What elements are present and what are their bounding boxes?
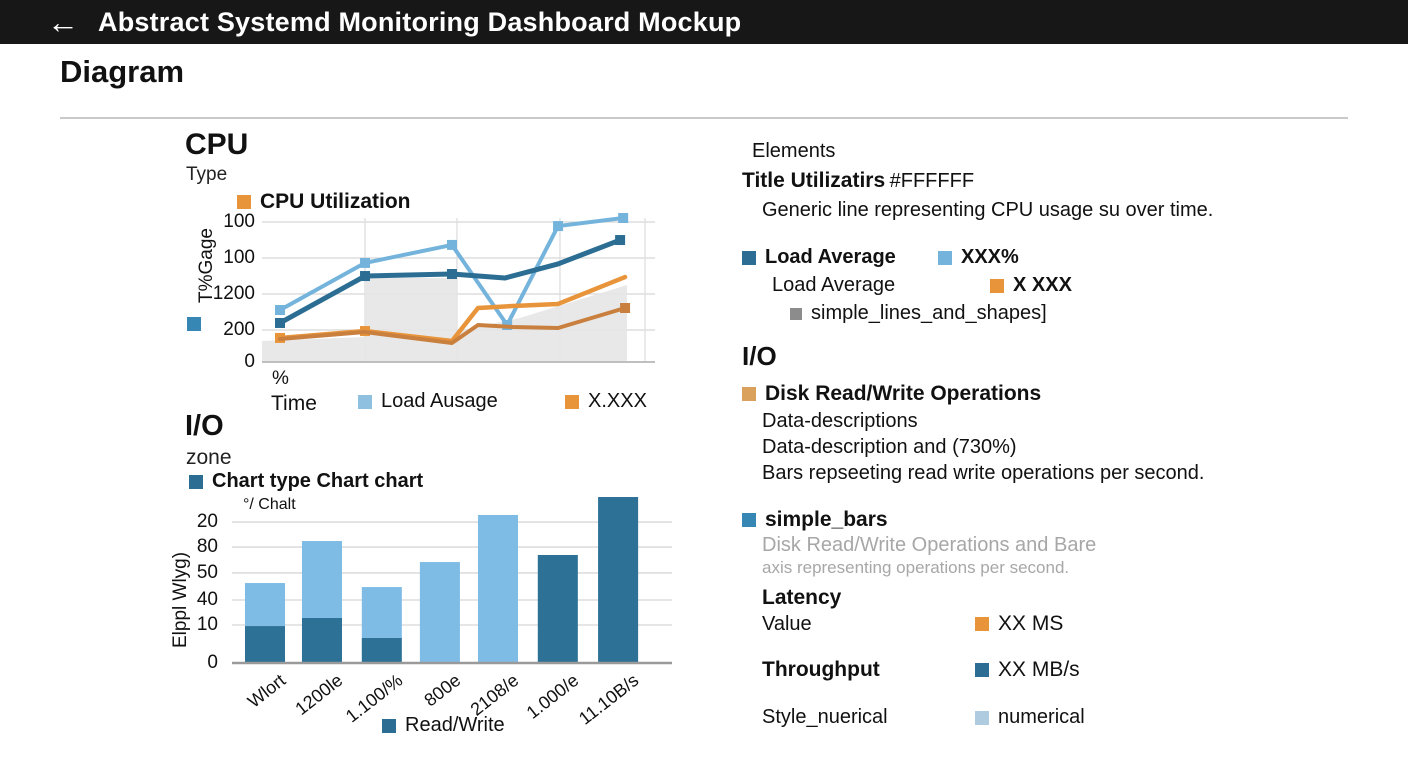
style-numerical-label: Style_nuerical [762, 706, 888, 728]
data-desc-2: Data-description and (730%) [762, 436, 1017, 458]
orange-square-icon [975, 617, 989, 631]
orange-square-icon [237, 195, 251, 209]
load-average-value2: X XXX [1013, 274, 1072, 296]
cpu-section-subtitle: Type [186, 164, 228, 185]
dark-blue-square-icon [189, 474, 203, 489]
top-app-bar: ← Abstract Systemd Monitoring Dashboard … [0, 0, 1408, 44]
pale-blue-square-icon [975, 710, 989, 725]
io-section-title: I/O [185, 410, 224, 442]
cpu-x-axis-label: Time [271, 392, 317, 415]
cpu-y-axis-ticks: 100 100 1200 200 0 [175, 211, 255, 372]
legend-label: Read/Write [405, 714, 505, 736]
throughput-label: Throughput [762, 658, 880, 681]
y-tick-label: 50 [196, 561, 218, 583]
title-utilizatirs-label: Title Utilizatirs [742, 169, 886, 192]
elements-heading: Elements [752, 140, 836, 162]
io-chart-title: Chart type Chart chart [212, 470, 424, 492]
generic-line-desc: Generic line representing CPU usage su o… [762, 199, 1214, 221]
faded-desc-1: Disk Read/Write Operations and Bare [762, 534, 1097, 556]
cpu-legend-item-xxxx: X.XXX [565, 390, 647, 413]
y-tick-label: 40 [196, 589, 218, 610]
load-average-label: Load Average [765, 246, 896, 268]
y-tick-label: 10 [196, 614, 218, 636]
dark-blue-square-icon [742, 250, 756, 265]
legend-label: X.XXX [588, 390, 647, 412]
throughput-value: XX MB/s [998, 658, 1080, 681]
page-title: Diagram [60, 54, 185, 89]
io-y-axis-ticks: 20 80 50 40 10 0 [138, 495, 218, 673]
data-desc-1: Data-descriptions [762, 410, 918, 432]
io-chart-subnote: °/ Chalt [243, 496, 296, 513]
cpu-chart-title-legend: CPU Utilization [237, 190, 411, 214]
load-average-value: XXX% [961, 246, 1019, 268]
blue-square-icon [187, 317, 201, 331]
cpu-section-title: CPU [185, 128, 249, 161]
io-legend-item-readwrite: Read/Write [382, 714, 505, 737]
legend-label: Load Ausage [381, 390, 498, 412]
y-tick-label: 200 [223, 319, 255, 341]
y-tick-label: 100 [223, 211, 255, 233]
divider [60, 117, 1348, 119]
cpu-legend-item-load-ausage: Load Ausage [358, 390, 498, 413]
y-tick-label: 1200 [212, 283, 255, 305]
load-average-plain-label: Load Average [772, 274, 896, 296]
cpu-chart-title: CPU Utilization [260, 190, 411, 213]
light-blue-square-icon [938, 250, 952, 265]
style-numerical-value: numerical [998, 706, 1085, 728]
y-tick-label: 0 [244, 351, 255, 372]
latency-value: XX MS [998, 612, 1064, 635]
y-tick-label: 0 [207, 652, 218, 673]
orange-square-icon [742, 387, 756, 401]
dark-blue-square-icon [975, 663, 989, 677]
light-blue-square-icon [358, 394, 372, 409]
io-bar-chart [232, 495, 672, 665]
dark-blue-square-icon [382, 718, 396, 733]
back-arrow-icon[interactable]: ← [40, 4, 86, 40]
data-desc-3: Bars repseeting read write operations pe… [762, 462, 1205, 484]
y-tick-label: 100 [223, 247, 255, 269]
elements-panel: Elements Title Utilizatirs #FFFFFF Gener… [742, 140, 1382, 729]
app-title: Abstract Systemd Monitoring Dashboard Mo… [98, 6, 742, 37]
faded-desc-2: axis representing operations per second. [762, 558, 1070, 577]
io-chart-title-legend: Chart type Chart chart [189, 470, 423, 493]
io-heading: I/O [742, 341, 777, 371]
simple-bars-label: simple_bars [765, 508, 888, 531]
disk-ops-label: Disk Read/Write Operations [765, 382, 1042, 405]
cpu-line-chart [262, 213, 655, 363]
latency-heading: Latency [762, 586, 842, 609]
orange-square-icon [565, 394, 579, 409]
simple-lines-label: simple_lines_and_shapes] [811, 302, 1047, 324]
title-hex-value: #FFFFFF [889, 170, 975, 192]
y-tick-label: 80 [196, 536, 218, 558]
blue-square-icon [742, 513, 756, 527]
y-tick-label: 20 [196, 511, 218, 533]
orange-square-icon [990, 278, 1004, 293]
gray-square-icon [790, 307, 802, 320]
cpu-x-note: % [272, 368, 289, 389]
io-section-subtitle: zone [186, 446, 232, 469]
value-label: Value [762, 612, 812, 635]
